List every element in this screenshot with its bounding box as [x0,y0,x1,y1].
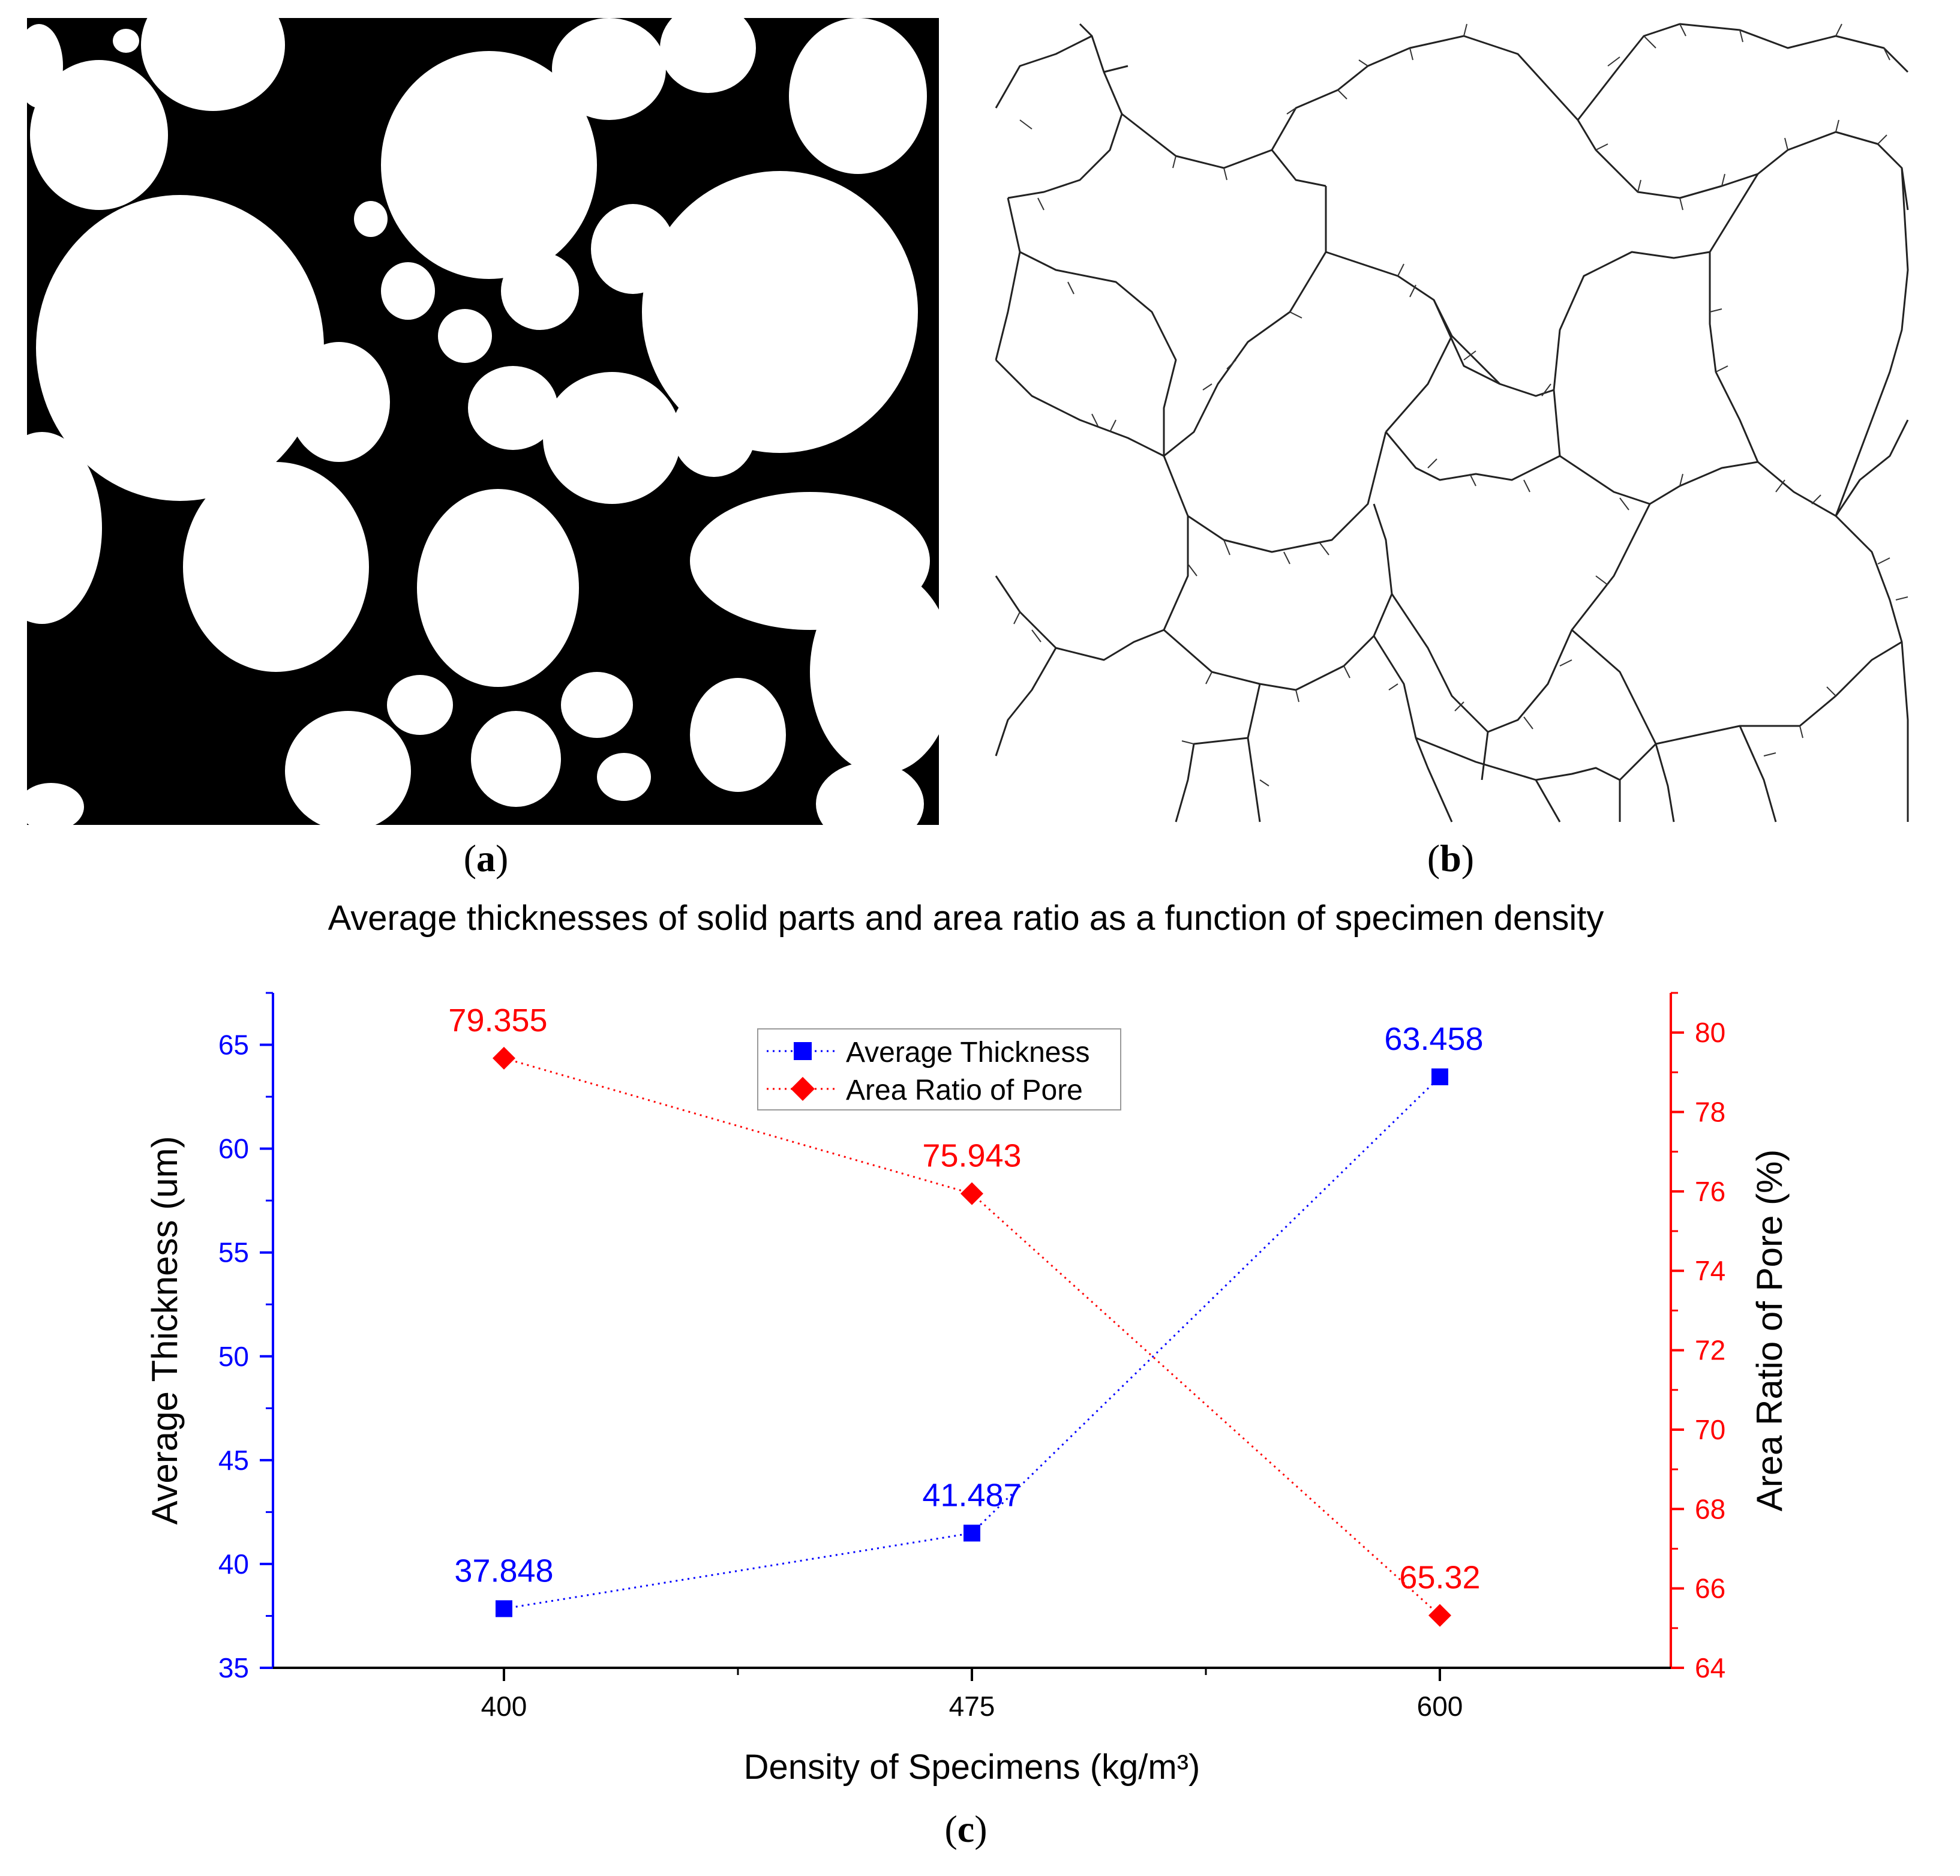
skeleton-spurs [1013,23,1908,787]
left-y-tick-label: 35 [218,1652,249,1683]
data-point-area-ratio [493,1046,515,1070]
left-y-tick-label: 50 [218,1341,249,1372]
chart-axes: 35 40 45 50 55 60 65 64 66 68 70 72 74 76 78 80 400 475 60… [145,992,1790,1787]
data-label-area-ratio: 79.355 [448,1002,547,1038]
data-label-average-thickness: 37.848 [454,1553,553,1589]
data-point-area-ratio [1428,1604,1451,1627]
panel-label-a: (a) [464,837,509,880]
chart-series [493,1046,1451,1627]
right-y-tick-label: 70 [1695,1414,1725,1445]
data-label-area-ratio: 75.943 [922,1138,1021,1174]
right-y-tick-label: 64 [1695,1652,1725,1683]
skeleton-image [993,18,1911,825]
chart-title: Average thicknesses of solid parts and a… [328,899,1604,938]
left-y-axis-title: Average Thickness (um) [145,1136,185,1524]
right-y-tick-label: 74 [1695,1255,1725,1286]
pore-shapes [27,18,939,825]
right-y-tick-label: 76 [1695,1176,1725,1207]
legend-label-area-ratio: Area Ratio of Pore [846,1074,1083,1106]
legend-marker-area-ratio [791,1077,815,1101]
right-y-tick-label: 68 [1695,1493,1725,1524]
legend: Average Thickness Area Ratio of Pore [757,1028,1121,1110]
left-y-tick-label: 45 [218,1445,249,1476]
legend-label-average-thickness: Average Thickness [846,1037,1089,1068]
left-y-tick-label: 60 [218,1133,249,1164]
data-point-average-thickness [496,1600,512,1617]
x-tick-label: 400 [481,1691,527,1722]
data-point-area-ratio [961,1182,983,1205]
dual-axis-line-chart: 35 40 45 50 55 60 65 64 66 68 70 72 74 76 78 80 400 475 60… [145,992,1790,1787]
legend-box [757,1028,1121,1110]
data-label-area-ratio: 65.32 [1399,1560,1480,1596]
left-y-tick-label: 65 [218,1029,249,1061]
data-label-average-thickness: 41.487 [922,1477,1021,1513]
skeleton-network [995,23,1909,823]
x-tick-label: 475 [949,1691,995,1722]
left-y-tick-label: 40 [218,1548,249,1580]
legend-marker-average-thickness [794,1042,812,1060]
right-y-tick-label: 80 [1695,1017,1725,1048]
left-y-tick-label: 55 [218,1237,249,1268]
right-y-tick-label: 78 [1695,1097,1725,1128]
data-point-average-thickness [1431,1068,1448,1085]
right-y-tick-label: 66 [1695,1573,1725,1604]
right-y-axis-title: Area Ratio of Pore (%) [1749,1149,1790,1512]
right-y-tick-label: 72 [1695,1335,1725,1366]
binary-pore-image [27,18,939,825]
panel-label-c: (c) [944,1808,987,1850]
chart-data-labels: 37.848 41.487 63.458 79.355 75.943 65.32 [448,1002,1483,1596]
data-point-average-thickness [964,1524,980,1542]
x-axis-title: Density of Specimens (kg/m³) [744,1748,1200,1787]
x-tick-label: 600 [1417,1691,1463,1722]
panel-label-b: (b) [1427,837,1474,880]
data-label-average-thickness: 63.458 [1384,1021,1483,1057]
